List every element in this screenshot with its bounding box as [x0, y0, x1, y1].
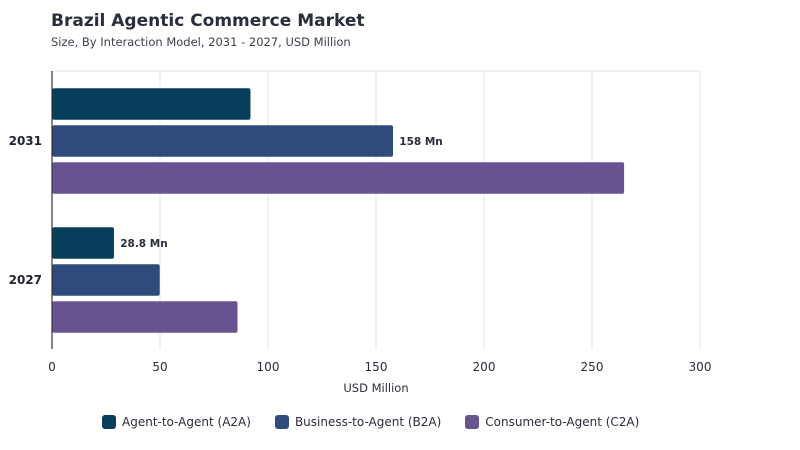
x-tick-label-0: 0 — [48, 360, 56, 374]
x-tick-label-300: 300 — [689, 360, 712, 374]
legend-item-c2a: Consumer-to-Agent (C2A) — [465, 415, 639, 429]
bar-2031-series-1 — [51, 124, 394, 158]
legend-swatch-a2a — [102, 415, 116, 429]
legend-swatch-c2a — [465, 415, 480, 429]
legend-swatch-b2a — [274, 415, 289, 429]
x-tick-label-200: 200 — [473, 360, 496, 374]
legend-item-b2a: Business-to-Agent (B2A) — [274, 415, 442, 429]
x-tick-label-50: 50 — [152, 360, 167, 374]
data-label-0: 158 Mn — [399, 136, 443, 148]
bar-2027-series-1 — [51, 263, 161, 297]
legend-label-a2a: Agent-to-Agent (A2A) — [122, 415, 251, 429]
legend-label-b2a: Business-to-Agent (B2A) — [294, 415, 442, 429]
legend: Agent-to-Agent (A2A) Business-to-Agent (… — [102, 415, 639, 429]
x-tick-label-100: 100 — [257, 360, 280, 374]
bar-2027-series-0 — [51, 226, 115, 260]
x-axis-title: USD Million — [343, 381, 408, 395]
x-tick-label-150: 150 — [365, 360, 388, 374]
bar-2031-series-0 — [51, 87, 251, 121]
category-label-2027: 2027 — [9, 273, 42, 287]
data-label-1: 28.8 Mn — [120, 238, 168, 250]
category-label-2031: 2031 — [9, 134, 42, 148]
chart-subtitle: Size, By Interaction Model, 2031 - 2027,… — [51, 35, 351, 49]
x-tick-label-250: 250 — [581, 360, 604, 374]
legend-item-a2a: Agent-to-Agent (A2A) — [102, 415, 251, 429]
chart-title: Brazil Agentic Commerce Market — [51, 11, 365, 31]
bar-2031-series-2 — [51, 161, 625, 195]
legend-label-c2a: Consumer-to-Agent (C2A) — [485, 415, 640, 429]
bar-2027-series-2 — [51, 300, 239, 334]
